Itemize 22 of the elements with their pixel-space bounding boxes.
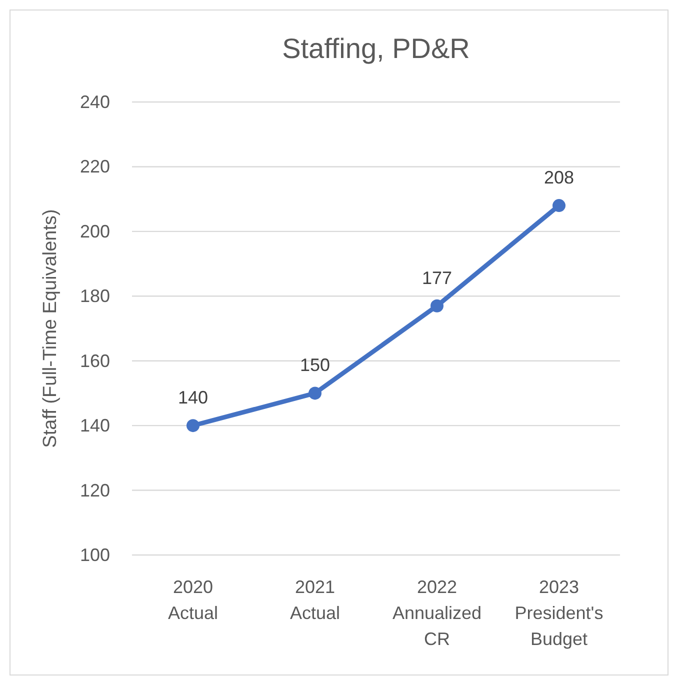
y-tick-label: 220 — [80, 156, 110, 177]
y-tick-label: 100 — [80, 545, 110, 565]
y-tick-label: 120 — [80, 480, 110, 500]
data-label: 140 — [178, 388, 208, 408]
point — [430, 299, 444, 312]
y-tick-label: 180 — [80, 286, 110, 306]
data-label: 208 — [544, 168, 574, 188]
x-tick-label: 2020 Actual — [168, 577, 218, 623]
y-tick-label: 200 — [80, 221, 110, 242]
point — [552, 199, 566, 212]
x-tick-label: 2021 Actual — [290, 577, 340, 623]
chart-title: Staffing, PD&R — [282, 33, 470, 64]
point — [186, 419, 200, 432]
y-tick-label: 160 — [80, 350, 110, 371]
y-tick-label: 240 — [80, 92, 110, 112]
data-label: 150 — [300, 355, 330, 376]
x-tick-label: 2022 Annualized CR — [392, 577, 482, 649]
y-tick-label: 140 — [80, 416, 110, 436]
x-tick-label: 2023 President's Budget — [514, 577, 604, 649]
data-label: 177 — [422, 268, 452, 288]
point — [308, 386, 322, 400]
y-axis-title: Staff (Full-Time Equivalents) — [40, 209, 61, 448]
